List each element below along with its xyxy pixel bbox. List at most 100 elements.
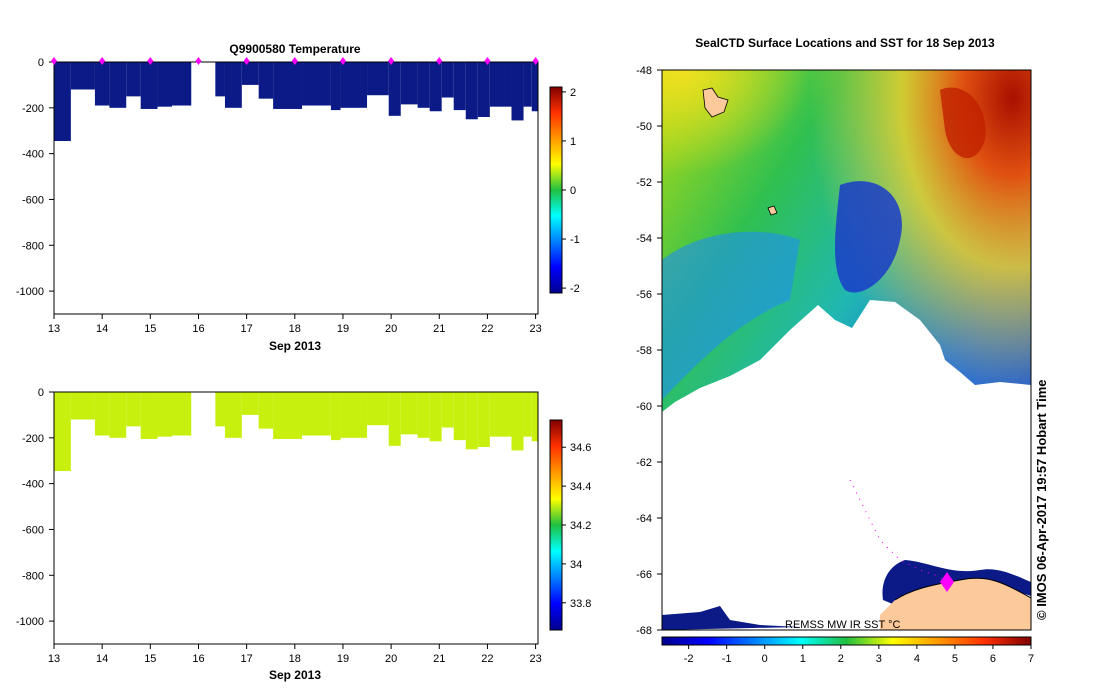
- profile-marker-5: [243, 57, 250, 65]
- cast-profile-3: [94, 62, 110, 106]
- cast-profile-12: [258, 62, 274, 99]
- colorbar-tick-label: 0: [570, 185, 576, 197]
- salinity-y-axis: 0 -200 -400 -600 -800 -1000: [16, 387, 54, 628]
- sst-colorbar-tick-label: 2: [838, 653, 844, 665]
- x-tick-label: 21: [433, 323, 445, 335]
- temperature-title: Q9900580 Temperature: [229, 42, 361, 56]
- cast-profile-13: [273, 392, 303, 439]
- x-tick-label: 17: [241, 653, 253, 665]
- x-tick-label: 18: [289, 323, 301, 335]
- cast-profile-11: [241, 62, 259, 85]
- cast-profile-25: [477, 392, 490, 447]
- cast-profile-9: [215, 62, 225, 97]
- coastal-water-west: [662, 606, 800, 630]
- y-tick-label: -400: [22, 479, 44, 491]
- colorbar-tick-label: 34.6: [570, 442, 591, 454]
- cast-profile-7: [157, 392, 172, 437]
- cast-profile-7: [157, 62, 172, 107]
- colorbar-tick-label: 2: [570, 87, 576, 99]
- cast-profile-29: [531, 392, 538, 442]
- x-tick-label: 15: [144, 323, 156, 335]
- x-tick-label: 17: [241, 323, 253, 335]
- y-tick-label: 0: [38, 387, 44, 399]
- sst-colorbar-tick-label: 5: [952, 653, 958, 665]
- cast-profile-1: [54, 62, 71, 142]
- salinity-colorbar-ticks: 33.8 34 34.2 34.4 34.6: [562, 442, 591, 610]
- profile-marker-4: [195, 57, 202, 65]
- cast-profile-19: [400, 392, 418, 435]
- sst-colorbar-tick-label: 4: [914, 653, 920, 665]
- cast-profile-20: [417, 62, 430, 108]
- lat-tick-label: -48: [636, 65, 652, 77]
- cast-profile-22: [441, 62, 454, 98]
- salinity-casts: [54, 392, 538, 472]
- lat-tick-label: -56: [636, 289, 652, 301]
- sst-map-title: SealCTD Surface Locations and SST for 18…: [695, 36, 995, 50]
- y-tick-label: -200: [22, 433, 44, 445]
- colorbar-tick-label: 34.4: [570, 481, 591, 493]
- x-tick-label: 19: [337, 323, 349, 335]
- colorbar-tick-label: 33.8: [570, 598, 591, 610]
- profile-marker-6: [291, 57, 298, 65]
- x-tick-label: 22: [481, 323, 493, 335]
- x-tick-label: 20: [385, 323, 397, 335]
- sst-colorbar-tick-label: 3: [876, 653, 882, 665]
- cast-profile-14: [302, 62, 331, 106]
- salinity-axes-frame: [53, 391, 539, 645]
- cast-profile-10: [224, 392, 242, 438]
- sst-colorbar-tick-label: -1: [722, 653, 732, 665]
- cast-profile-23: [453, 62, 466, 111]
- cast-profile-12: [258, 392, 274, 429]
- profile-marker-9: [436, 57, 443, 65]
- cast-profile-5: [126, 392, 141, 427]
- x-tick-label: 22: [481, 653, 493, 665]
- lat-tick-label: -68: [636, 625, 652, 637]
- cast-profile-8: [171, 392, 192, 436]
- profile-marker-8: [388, 57, 395, 65]
- cast-profile-21: [429, 392, 442, 442]
- colorbar-tick-label: 34: [570, 559, 582, 571]
- sst-colorbar-ticks: -2 -1 0 1 2 3 4 5 6 7: [684, 645, 1034, 665]
- cast-profile-18: [388, 62, 401, 116]
- cast-profile-10: [224, 62, 242, 108]
- cast-profile-9: [215, 392, 225, 427]
- x-tick-label: 15: [144, 653, 156, 665]
- cast-profile-13: [273, 62, 303, 109]
- cast-profile-1: [54, 392, 71, 472]
- lat-tick-label: -52: [636, 177, 652, 189]
- sst-colorbar-tick-label: 6: [990, 653, 996, 665]
- y-tick-label: -600: [22, 524, 44, 536]
- profile-marker-2: [99, 57, 106, 65]
- temperature-y-axis: 0 -200 -400 -600 -800 -1000: [16, 57, 54, 298]
- sst-hot-spot: [940, 87, 986, 159]
- colorbar-tick-label: -2: [570, 283, 580, 295]
- y-tick-label: 0: [38, 57, 44, 69]
- cast-profile-17: [367, 392, 389, 426]
- cast-profile-4: [109, 392, 127, 438]
- y-tick-label: -600: [22, 194, 44, 206]
- island-small: [767, 205, 778, 216]
- cast-profile-27: [511, 392, 524, 451]
- imos-credit: © IMOS 06-Apr-2017 19:57 Hobart Time: [1034, 379, 1049, 620]
- cast-profile-2: [70, 392, 95, 420]
- cast-profile-4: [109, 62, 127, 108]
- sst-map-label: REMSS MW IR SST °C: [785, 619, 900, 631]
- cast-profile-16: [340, 62, 368, 108]
- temperature-panel: Q9900580 Temperature 0 -200 -400 -600 -800 -1…: [16, 42, 580, 353]
- y-tick-label: -800: [22, 570, 44, 582]
- sst-colorbar: [661, 636, 1032, 646]
- lat-tick-label: -54: [636, 233, 652, 245]
- cast-profile-24: [465, 62, 478, 120]
- temperature-x-axis: 13 14 15 16 17 18 19 20 21 22 23: [48, 314, 542, 335]
- y-tick-label: -200: [22, 103, 44, 115]
- cast-profile-18: [388, 392, 401, 446]
- colorbar-tick-label: 1: [570, 136, 576, 148]
- seal-ctd-location-marker: [940, 572, 954, 592]
- y-tick-label: -1000: [16, 616, 44, 628]
- profile-marker-10: [484, 57, 491, 65]
- cast-profile-26: [489, 62, 512, 107]
- x-tick-label: 16: [192, 653, 204, 665]
- x-tick-label: 16: [192, 323, 204, 335]
- x-tick-label: 19: [337, 653, 349, 665]
